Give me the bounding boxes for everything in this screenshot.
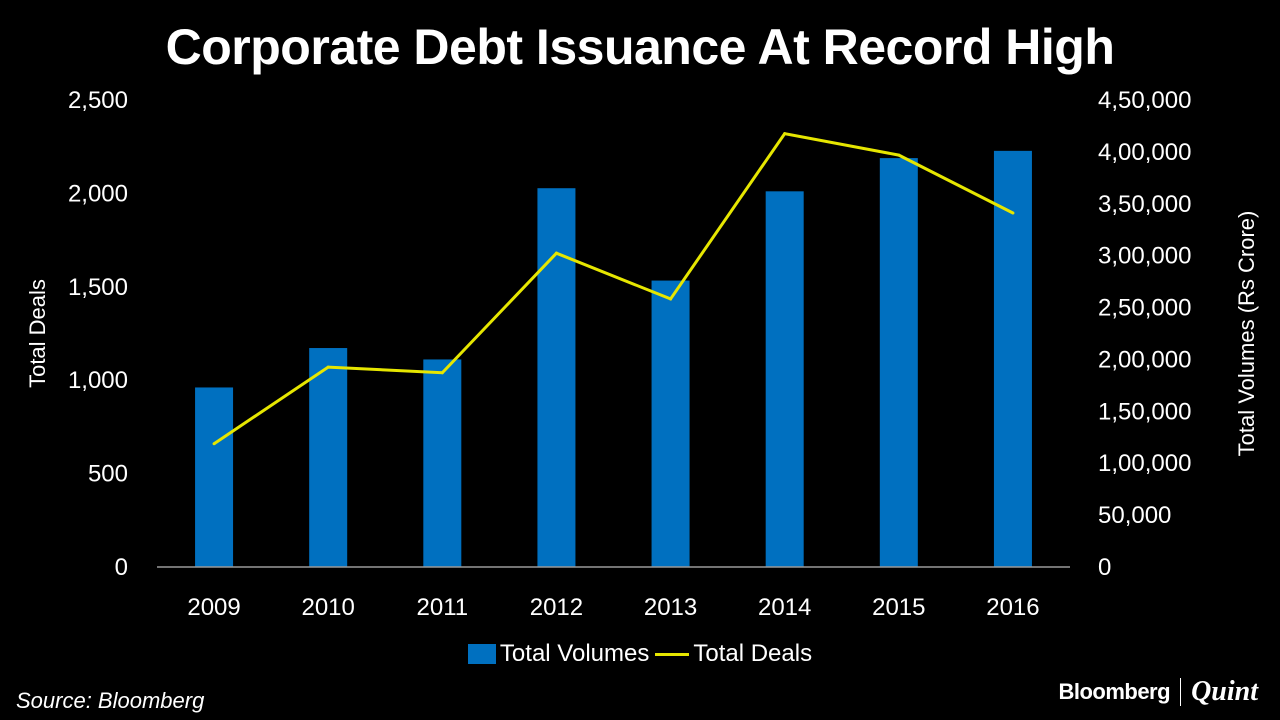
y-left-tick-label: 1,000 [68,367,128,394]
y-right-tick-label: 3,50,000 [1098,191,1191,218]
y-left-tick-label: 0 [115,554,128,581]
y-right-tick-label: 2,50,000 [1098,295,1191,322]
x-tick-label: 2013 [644,594,697,621]
line-point-2015 [897,153,901,157]
logo-quint: Quint [1191,676,1258,707]
y-left-tick-label: 2,000 [68,180,128,207]
y-right-tick-label: 4,50,000 [1098,87,1191,114]
bar-2014 [765,191,804,567]
bar-2012 [537,188,576,567]
legend-swatch-line [655,652,690,656]
x-tick-label: 2014 [758,594,811,621]
y-right-tick-label: 0 [1098,554,1111,581]
y-right-tick-label: 4,00,000 [1098,139,1191,166]
bar-2011 [423,359,462,567]
legend-swatch-bar [467,644,496,664]
y-left-tick-label: 1,500 [68,274,128,301]
line-point-2014 [783,132,787,136]
x-tick-label: 2011 [417,594,469,621]
y-right-tick-label: 3,00,000 [1098,243,1191,270]
x-tick-label: 2009 [187,594,240,621]
x-tick-label: 2016 [986,594,1039,621]
logo-bloomberg: Bloomberg [1058,679,1171,704]
line-point-2013 [669,297,673,301]
x-tick-label: 2012 [530,594,583,621]
y-right-tick-label: 50,000 [1098,502,1171,529]
legend-label: Total Deals [693,640,813,667]
y-right-tick-label: 1,50,000 [1098,398,1191,425]
legend-label: Total Volumes [499,640,650,667]
logo-divider [1180,678,1182,706]
bar-2009 [195,387,234,567]
line-point-2016 [1011,211,1015,215]
legend-item-volumes[interactable]: Total Volumes [467,640,650,668]
x-tick-label: 2015 [872,594,925,621]
bar-2013 [651,280,690,567]
bar-2016 [993,150,1032,567]
x-tick-label: 2010 [301,594,354,621]
chart-title: Corporate Debt Issuance At Record High [165,19,1115,75]
y-right-tick-label: 1,00,000 [1098,450,1191,477]
legend-item-deals[interactable]: Total Deals [655,640,812,668]
bar-2010 [309,348,348,567]
y-left-tick-label: 2,500 [68,87,128,114]
y-right-tick-label: 2,00,000 [1098,346,1191,373]
y-right-axis-label: Total Volumes (Rs Crore) [1234,211,1259,457]
legend: Total Volumes Total Deals [0,640,1280,668]
line-point-2009 [212,442,216,446]
source-note: Source: Bloomberg [16,688,205,713]
line-total-deals [213,131,1014,445]
line-point-2010 [326,365,330,369]
bar-2015 [879,158,918,568]
line-point-2012 [554,251,558,255]
bloomberg-quint-logo: Bloomberg Quint [1058,676,1258,708]
y-left-tick-label: 500 [88,461,128,488]
y-left-axis-label: Total Deals [25,279,50,388]
line-point-2011 [440,371,444,375]
